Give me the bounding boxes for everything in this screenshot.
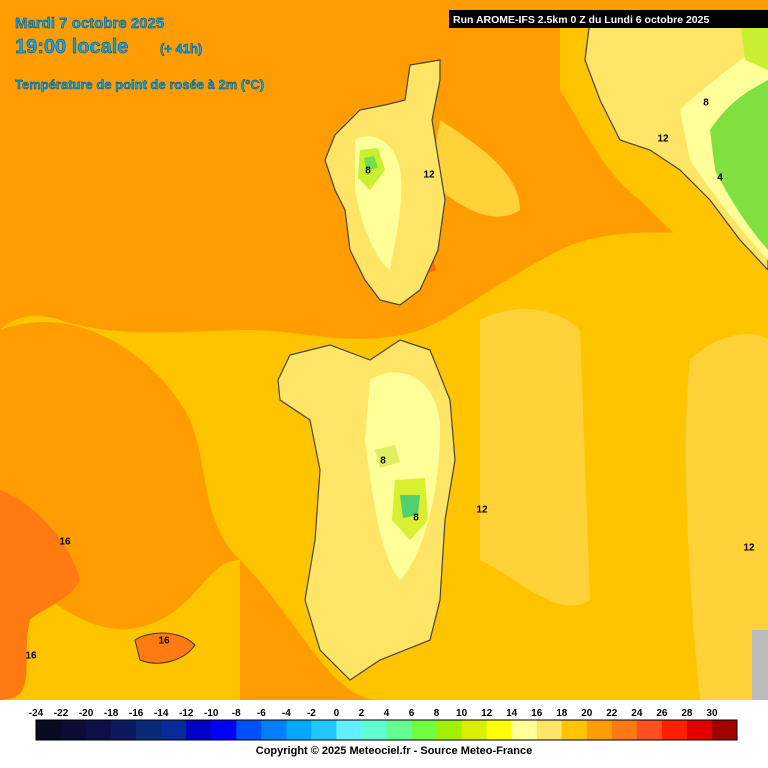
scale-label: 22: [606, 708, 618, 719]
scale-label: -18: [104, 708, 119, 719]
field-patch: [400, 495, 420, 518]
scale-label: 2: [359, 708, 365, 719]
island: [134, 632, 196, 664]
scale-label: 8: [434, 708, 440, 719]
scale-cell: [711, 720, 738, 740]
field-patch: [365, 372, 440, 580]
scale-label: 28: [681, 708, 693, 719]
date-label: Mardi 7 octobre 2025: [15, 15, 164, 32]
run-box: [449, 10, 768, 28]
scale-label: 24: [631, 708, 643, 719]
scale-cell: [461, 720, 488, 740]
scale-label: -14: [154, 708, 169, 719]
scale-cell: [236, 720, 262, 740]
scale-cell: [436, 720, 463, 740]
scale-label: -20: [79, 708, 94, 719]
scale-label: -8: [232, 708, 241, 719]
contour-label: 8: [365, 166, 371, 177]
scale-cell: [486, 720, 513, 740]
scale-cell: [561, 720, 588, 740]
scale-cell: [536, 720, 563, 740]
contour-label: 16: [25, 651, 37, 662]
scale-label: 20: [581, 708, 593, 719]
scale-label: 16: [531, 708, 543, 719]
contour-label: 8: [380, 456, 386, 467]
scale-cell: [36, 720, 62, 740]
scale-cell: [411, 720, 438, 740]
contour-label: 16: [158, 636, 170, 647]
scale-label: -10: [204, 708, 219, 719]
field-patch: [375, 445, 400, 468]
scale-cell: [586, 720, 613, 740]
scale-label: 10: [456, 708, 468, 719]
field-band: [0, 560, 240, 700]
field-patch: [0, 490, 80, 700]
scale-cell: [61, 720, 87, 740]
scale-label: 0: [334, 708, 340, 719]
scale-cell: [686, 720, 713, 740]
contour-label: 16: [59, 537, 71, 548]
scale-cell: [611, 720, 638, 740]
contour-label: 4: [717, 173, 723, 184]
scale-label: 14: [506, 708, 518, 719]
lead-time: (+ 41h): [160, 41, 202, 56]
scale-cell: [511, 720, 538, 740]
scale-border: [35, 719, 738, 741]
field-patch: [740, 20, 768, 70]
scale-label: 6: [409, 708, 415, 719]
contour-label: 12: [657, 134, 669, 145]
scale-cell: [211, 720, 237, 740]
scale-label: -6: [257, 708, 266, 719]
scale-cell: [286, 720, 312, 740]
scale-cell: [186, 720, 212, 740]
parameter-label: Température de point de rosée à 2m (°C): [15, 77, 264, 92]
contour-label: 8: [413, 513, 419, 524]
scale-label: 4: [384, 708, 390, 719]
scale-cell: [86, 720, 112, 740]
run-label: Run AROME-IFS 2.5km 0 Z du Lundi 6 octob…: [453, 14, 709, 26]
scale-cell: [261, 720, 287, 740]
contour-label: 12: [423, 170, 435, 181]
scale-label: -22: [54, 708, 69, 719]
out-of-domain: [752, 630, 768, 700]
scale-cell: [311, 720, 337, 740]
field-band: [480, 309, 590, 606]
field-band: [685, 334, 768, 700]
scale-label: 26: [656, 708, 668, 719]
scale-label: 30: [706, 708, 718, 719]
scale-label: -12: [179, 708, 194, 719]
scale-label: 12: [481, 708, 493, 719]
color-scale: -24 -22 -20 -18 -16 -14 -12 -10 -8 -6 -4 -2 0 2 4 6 8 10 1…: [29, 708, 738, 741]
scale-label: -16: [129, 708, 144, 719]
scale-cell: [386, 720, 413, 740]
contour-label: 8: [703, 98, 709, 109]
contour-label: 12: [476, 505, 488, 516]
scale-cell: [161, 720, 187, 740]
field-patch: [364, 156, 378, 170]
scale-cell: [636, 720, 663, 740]
scale-label: 18: [556, 708, 568, 719]
scale-label: -4: [282, 708, 291, 719]
scale-label: -24: [29, 708, 44, 719]
field-band: [430, 120, 520, 217]
contour-label: 12: [743, 543, 755, 554]
time-label: 19:00 locale: [15, 36, 128, 58]
scale-cell: [111, 720, 137, 740]
scale-cell: [661, 720, 688, 740]
scale-cell: [336, 720, 362, 740]
contour-labels: 12 8 12 8 4 8 8 12 12 16 16 16: [25, 98, 755, 662]
scale-label: -2: [307, 708, 316, 719]
scale-cell: [136, 720, 162, 740]
field-patch: [710, 80, 768, 250]
scale-cell: [361, 720, 387, 740]
copyright: Copyright © 2025 Meteociel.fr - Source M…: [256, 745, 532, 757]
